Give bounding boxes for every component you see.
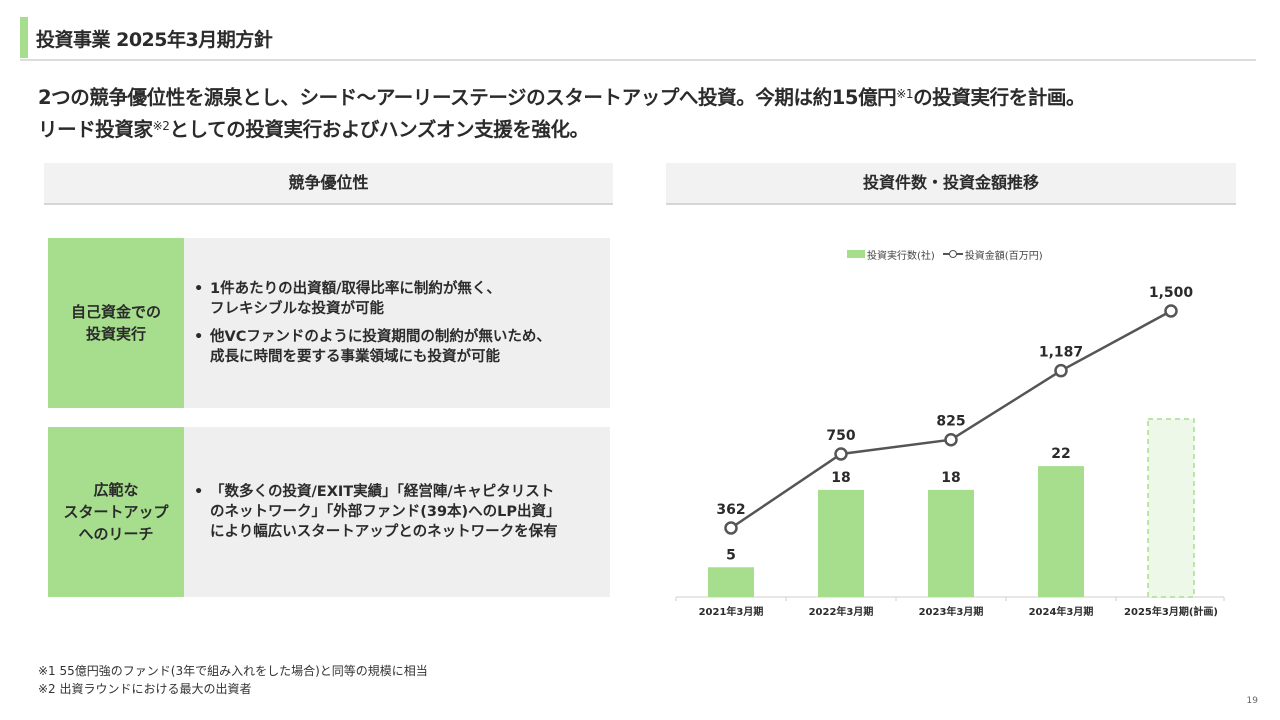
amount-point	[1164, 304, 1178, 318]
amount-value-label: 362	[716, 502, 745, 518]
lead-line-2-text-a: リード投資家	[38, 118, 153, 141]
legend-line-swatch	[942, 249, 963, 259]
title-bar: 投資事業 2025年3月期方針	[20, 17, 1256, 61]
bar-value-label: 22	[1051, 446, 1070, 462]
footnote-2: ※2 出資ラウンドにおける最大の出資者	[38, 682, 252, 696]
investment-chart: 投資実行数(社) 投資金額(百万円) 5 2021年3月期 18 2022年3月期 18…	[666, 230, 1236, 630]
title-accent-bar	[20, 17, 28, 58]
bar	[818, 489, 864, 597]
amount-point	[834, 447, 848, 461]
legend-bar-swatch	[847, 250, 865, 258]
card-label-line: 広範な	[93, 481, 139, 499]
lead-line-2-text-b: としての投資実行およびハンズオン支援を強化。	[169, 118, 590, 141]
amount-point	[724, 521, 738, 535]
lead-note-2-mark: ※2	[152, 119, 170, 133]
footnote-1: ※1 55億円強のファンド(3年で組み入れをした場合)と同等の規模に相当	[38, 664, 428, 678]
x-tick-label: 2022年3月期	[809, 605, 874, 618]
bullet-item: 1件あたりの出資額/取得比率に制約が無く、 フレキシブルな投資が可能	[190, 279, 604, 319]
bullet-line: フレキシブルな投資が可能	[210, 301, 384, 317]
bar	[708, 567, 754, 597]
x-tick-label: 2025年3月期(計画)	[1124, 605, 1218, 618]
amount-point	[944, 432, 958, 447]
footnotes: ※1 55億円強のファンド(3年で組み入れをした場合)と同等の規模に相当 ※2 …	[38, 662, 428, 698]
bullet-item: 「数多くの投資/EXIT実績」「経営陣/キャピタリスト のネットワーク」「外部フ…	[190, 482, 604, 542]
bar-value-label: 18	[831, 470, 850, 486]
amount-value-label: 1,187	[1039, 345, 1083, 361]
amount-value-label: 1,500	[1149, 285, 1194, 301]
x-tick-label: 2024年3月期	[1029, 605, 1094, 618]
competitive-advantage-header: 競争優位性	[44, 163, 613, 205]
page-number: 19	[1246, 696, 1258, 706]
bullet-item: 他VCファンドのように投資期間の制約が無いため、 成長に時間を要する事業領域にも…	[190, 327, 604, 367]
legend-label-amount: 投資金額(百万円)	[964, 250, 1043, 262]
bar-planned	[1147, 418, 1195, 598]
amount-point	[1054, 363, 1068, 378]
advantage-card-label: 自己資金での 投資実行	[48, 238, 184, 408]
bar-value-label: 5	[726, 547, 736, 563]
card-label-line: 自己資金での	[70, 303, 161, 321]
bullet-line: 「数多くの投資/EXIT実績」「経営陣/キャピタリスト	[210, 484, 555, 500]
advantage-card-body: 「数多くの投資/EXIT実績」「経営陣/キャピタリスト のネットワーク」「外部フ…	[190, 427, 604, 597]
lead-statement: 2つの競争優位性を源泉とし、シード～アーリーステージのスタートアップへ投資。今期…	[38, 80, 1238, 144]
amount-value-label: 750	[826, 428, 855, 444]
advantage-card-startup-reach: 広範な スタートアップ へのリーチ 「数多くの投資/EXIT実績」「経営陣/キャ…	[48, 427, 610, 597]
amount-value-label: 825	[936, 414, 965, 430]
bar	[1038, 466, 1084, 597]
bullet-line: 成長に時間を要する事業領域にも投資が可能	[210, 349, 500, 365]
advantage-card-body: 1件あたりの出資額/取得比率に制約が無く、 フレキシブルな投資が可能 他VCファ…	[190, 238, 604, 408]
advantage-card-own-capital: 自己資金での 投資実行 1件あたりの出資額/取得比率に制約が無く、 フレキシブル…	[48, 238, 610, 408]
x-tick-label: 2023年3月期	[919, 605, 984, 618]
card-label-line: スタートアップ	[63, 503, 169, 521]
legend-label-count: 投資実行数(社)	[867, 250, 935, 262]
bullet-line: のネットワーク」「外部ファンド(39本)へのLP出資」	[210, 504, 561, 520]
bullet-line: により幅広いスタートアップとのネットワークを保有	[210, 524, 558, 540]
lead-line-2: リード投資家※2としての投資実行およびハンズオン支援を強化。	[38, 112, 1238, 144]
investment-trend-header: 投資件数・投資金額推移	[666, 163, 1236, 205]
chart-legend: 投資実行数(社) 投資金額(百万円)	[847, 247, 1043, 262]
advantage-card-label: 広範な スタートアップ へのリーチ	[48, 427, 184, 597]
page-title: 投資事業 2025年3月期方針	[36, 29, 273, 51]
card-label-line: 投資実行	[85, 325, 146, 343]
bar	[928, 489, 974, 597]
lead-note-1-mark: ※1	[896, 87, 914, 101]
lead-line-1-text-a: 2つの競争優位性を源泉とし、シード～アーリーステージのスタートアップへ投資。今期…	[38, 86, 897, 109]
lead-line-1-text-b: の投資実行を計画。	[913, 86, 1086, 109]
bullet-line: 他VCファンドのように投資期間の制約が無いため、	[210, 329, 551, 345]
x-tick-label: 2021年3月期	[699, 605, 764, 618]
lead-line-1: 2つの競争優位性を源泉とし、シード～アーリーステージのスタートアップへ投資。今期…	[38, 80, 1238, 112]
card-label-line: へのリーチ	[78, 525, 154, 543]
bar-value-label: 18	[941, 470, 960, 486]
chart-canvas: 5 2021年3月期 18 2022年3月期 18 2023年3月期 22 2024年3月期 2…	[675, 285, 1225, 618]
bullet-line: 1件あたりの出資額/取得比率に制約が無く、	[210, 281, 501, 297]
